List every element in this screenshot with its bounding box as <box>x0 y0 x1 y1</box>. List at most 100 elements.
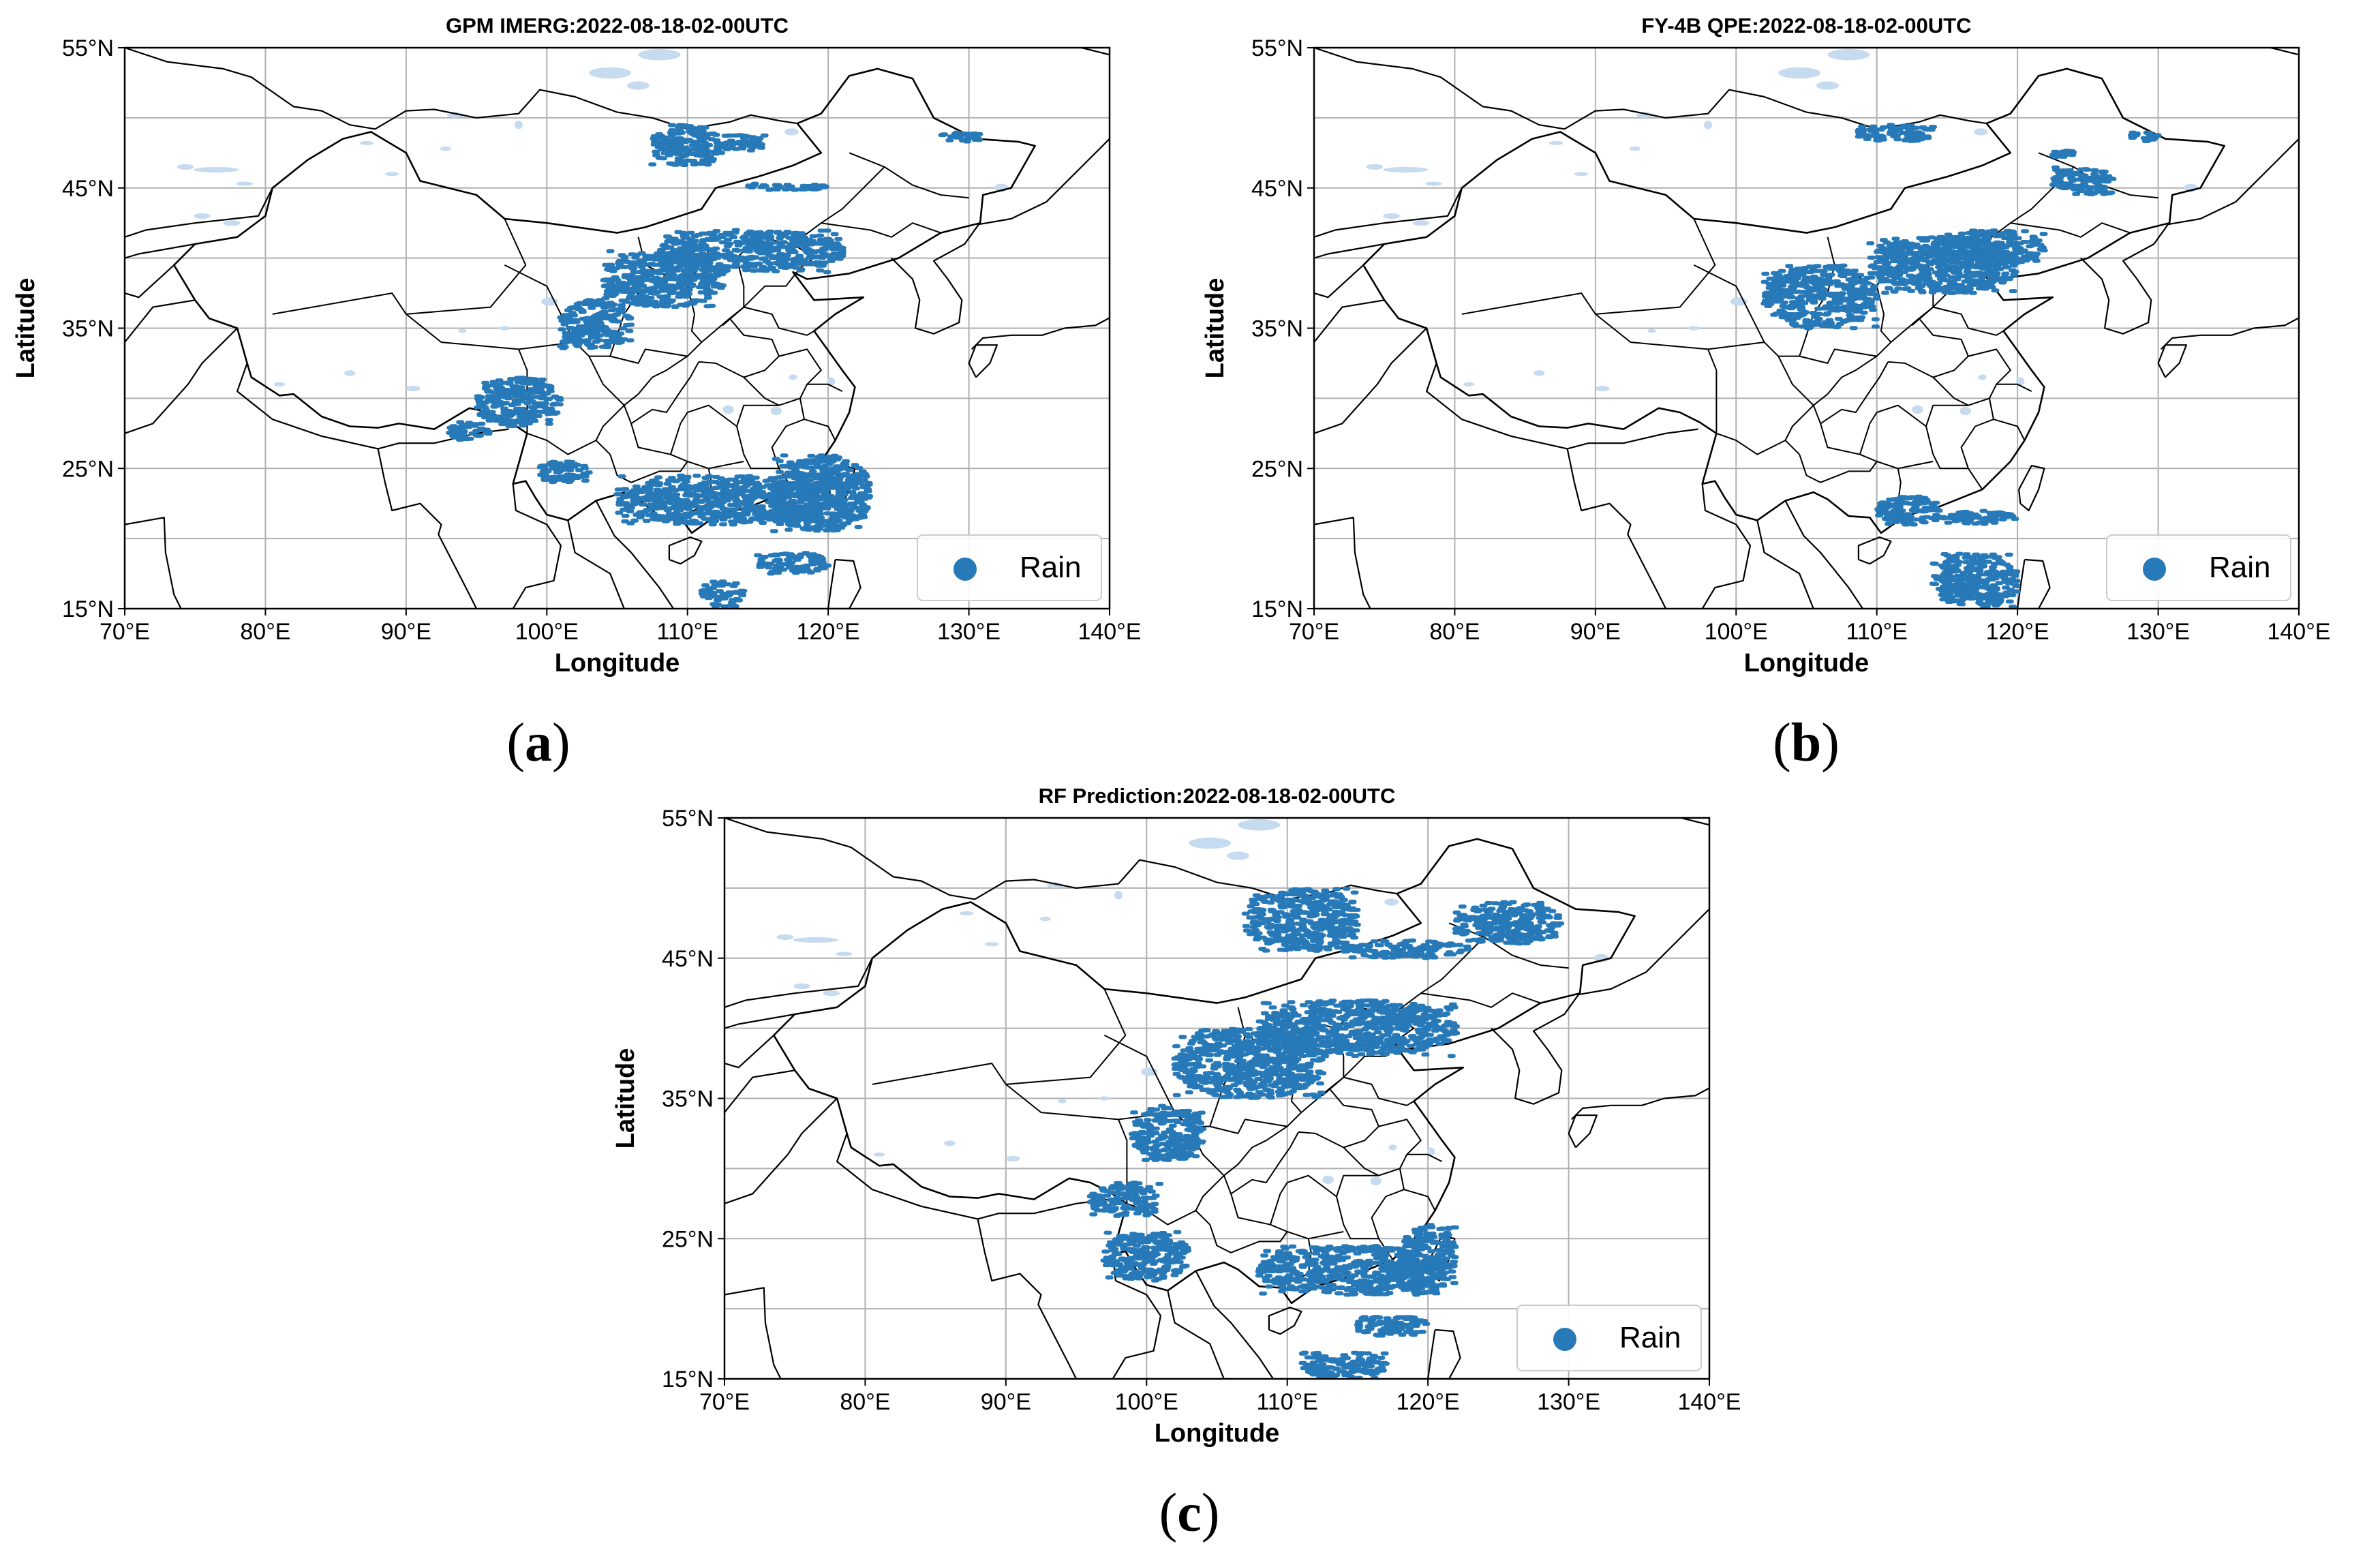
rain-point <box>1921 506 1930 510</box>
rain-point <box>809 234 818 239</box>
rain-point <box>797 552 806 557</box>
rain-point <box>1920 520 1929 525</box>
rain-point <box>839 484 848 489</box>
rain-point <box>1900 282 1909 286</box>
rain-point <box>1953 598 1962 603</box>
rain-point <box>834 506 842 511</box>
rain-point <box>509 424 518 428</box>
rain-point <box>570 474 579 479</box>
rain-point <box>2000 573 2009 577</box>
rain-point <box>1948 275 1957 279</box>
rain-point <box>817 241 826 245</box>
rain-point <box>1824 277 1833 281</box>
rain-point <box>715 282 724 287</box>
rain-point <box>734 513 743 518</box>
rain-point <box>546 386 555 391</box>
rain-point <box>787 466 796 470</box>
china-border <box>1362 67 2225 534</box>
rain-point <box>639 284 647 288</box>
rain-point <box>482 408 491 412</box>
rain-point <box>645 273 654 277</box>
rain-point <box>2079 183 2088 187</box>
rain-point <box>1818 289 1827 294</box>
rain-point <box>1958 235 1967 240</box>
rain-point <box>731 247 740 252</box>
rain-point <box>819 496 828 500</box>
rain-point <box>626 294 635 299</box>
rain-point <box>530 419 539 423</box>
rain-point <box>1822 264 1831 269</box>
caption-a: (a) <box>506 713 570 773</box>
rain-point <box>631 255 640 260</box>
rain-point <box>714 603 722 607</box>
rain-point <box>1983 560 1992 564</box>
country-border <box>1314 517 1371 609</box>
rain-point <box>2056 175 2064 180</box>
rain-point <box>855 466 864 470</box>
rain-point <box>727 507 735 512</box>
rain-point <box>680 273 689 277</box>
rain-point <box>781 551 790 556</box>
lake <box>194 166 239 173</box>
rain-point <box>584 470 593 475</box>
rain-point <box>681 234 690 239</box>
rain-point <box>1866 127 1875 132</box>
x-tick-label: 110°E <box>656 619 718 645</box>
rain-point <box>719 522 727 527</box>
rain-point <box>760 133 769 138</box>
rain-point <box>1814 306 1822 311</box>
rain-point <box>688 284 696 288</box>
rain-point <box>791 234 799 239</box>
rain-point <box>780 494 789 499</box>
rain-point <box>1810 274 1818 279</box>
rain-point <box>557 465 566 470</box>
country-border <box>2303 184 2375 233</box>
rain-point <box>791 187 799 192</box>
rain-point <box>1947 260 1956 264</box>
rain-point <box>1891 241 1900 246</box>
rain-point <box>938 133 947 138</box>
rain-point <box>476 433 484 438</box>
rain-point <box>829 247 838 252</box>
rain-point <box>1797 273 1806 277</box>
rain-point <box>632 496 641 500</box>
rain-point <box>588 305 596 310</box>
rain-point <box>458 423 467 427</box>
rain-point <box>799 237 808 241</box>
rain-point <box>557 477 566 482</box>
rain-point <box>718 492 727 497</box>
y-tick-label: 45°N <box>62 176 114 202</box>
rain-point <box>734 474 743 479</box>
rain-point <box>827 256 836 260</box>
x-tick-label: 130°E <box>937 619 1001 645</box>
rain-point <box>2009 289 2017 294</box>
rain-point <box>690 259 698 263</box>
y-tick-label: 55°N <box>62 35 114 61</box>
lake <box>1574 172 1589 177</box>
rain-point <box>701 583 710 588</box>
rain-point <box>1946 265 1955 269</box>
rain-point <box>775 240 784 245</box>
rain-point <box>726 592 735 596</box>
rain-point <box>1857 293 1865 298</box>
rain-point <box>1987 513 1996 518</box>
rain-point <box>1936 234 1945 239</box>
rain-point <box>606 249 615 254</box>
rain-point <box>1953 593 1962 598</box>
rain-point <box>1846 313 1855 318</box>
rain-point <box>766 478 775 483</box>
rain-point <box>1874 138 1883 143</box>
rain-point <box>1870 284 1878 289</box>
rain-point <box>742 268 750 273</box>
rain-point <box>763 483 772 488</box>
rain-point <box>1926 262 1934 267</box>
rain-point <box>800 242 809 247</box>
lake <box>236 181 253 186</box>
rain-point <box>800 491 809 496</box>
rain-point <box>564 316 573 321</box>
country-border <box>567 520 625 609</box>
rain-point <box>1961 290 1970 295</box>
rain-point <box>632 513 641 517</box>
rain-point <box>677 473 685 478</box>
rain-point <box>1950 286 1959 290</box>
